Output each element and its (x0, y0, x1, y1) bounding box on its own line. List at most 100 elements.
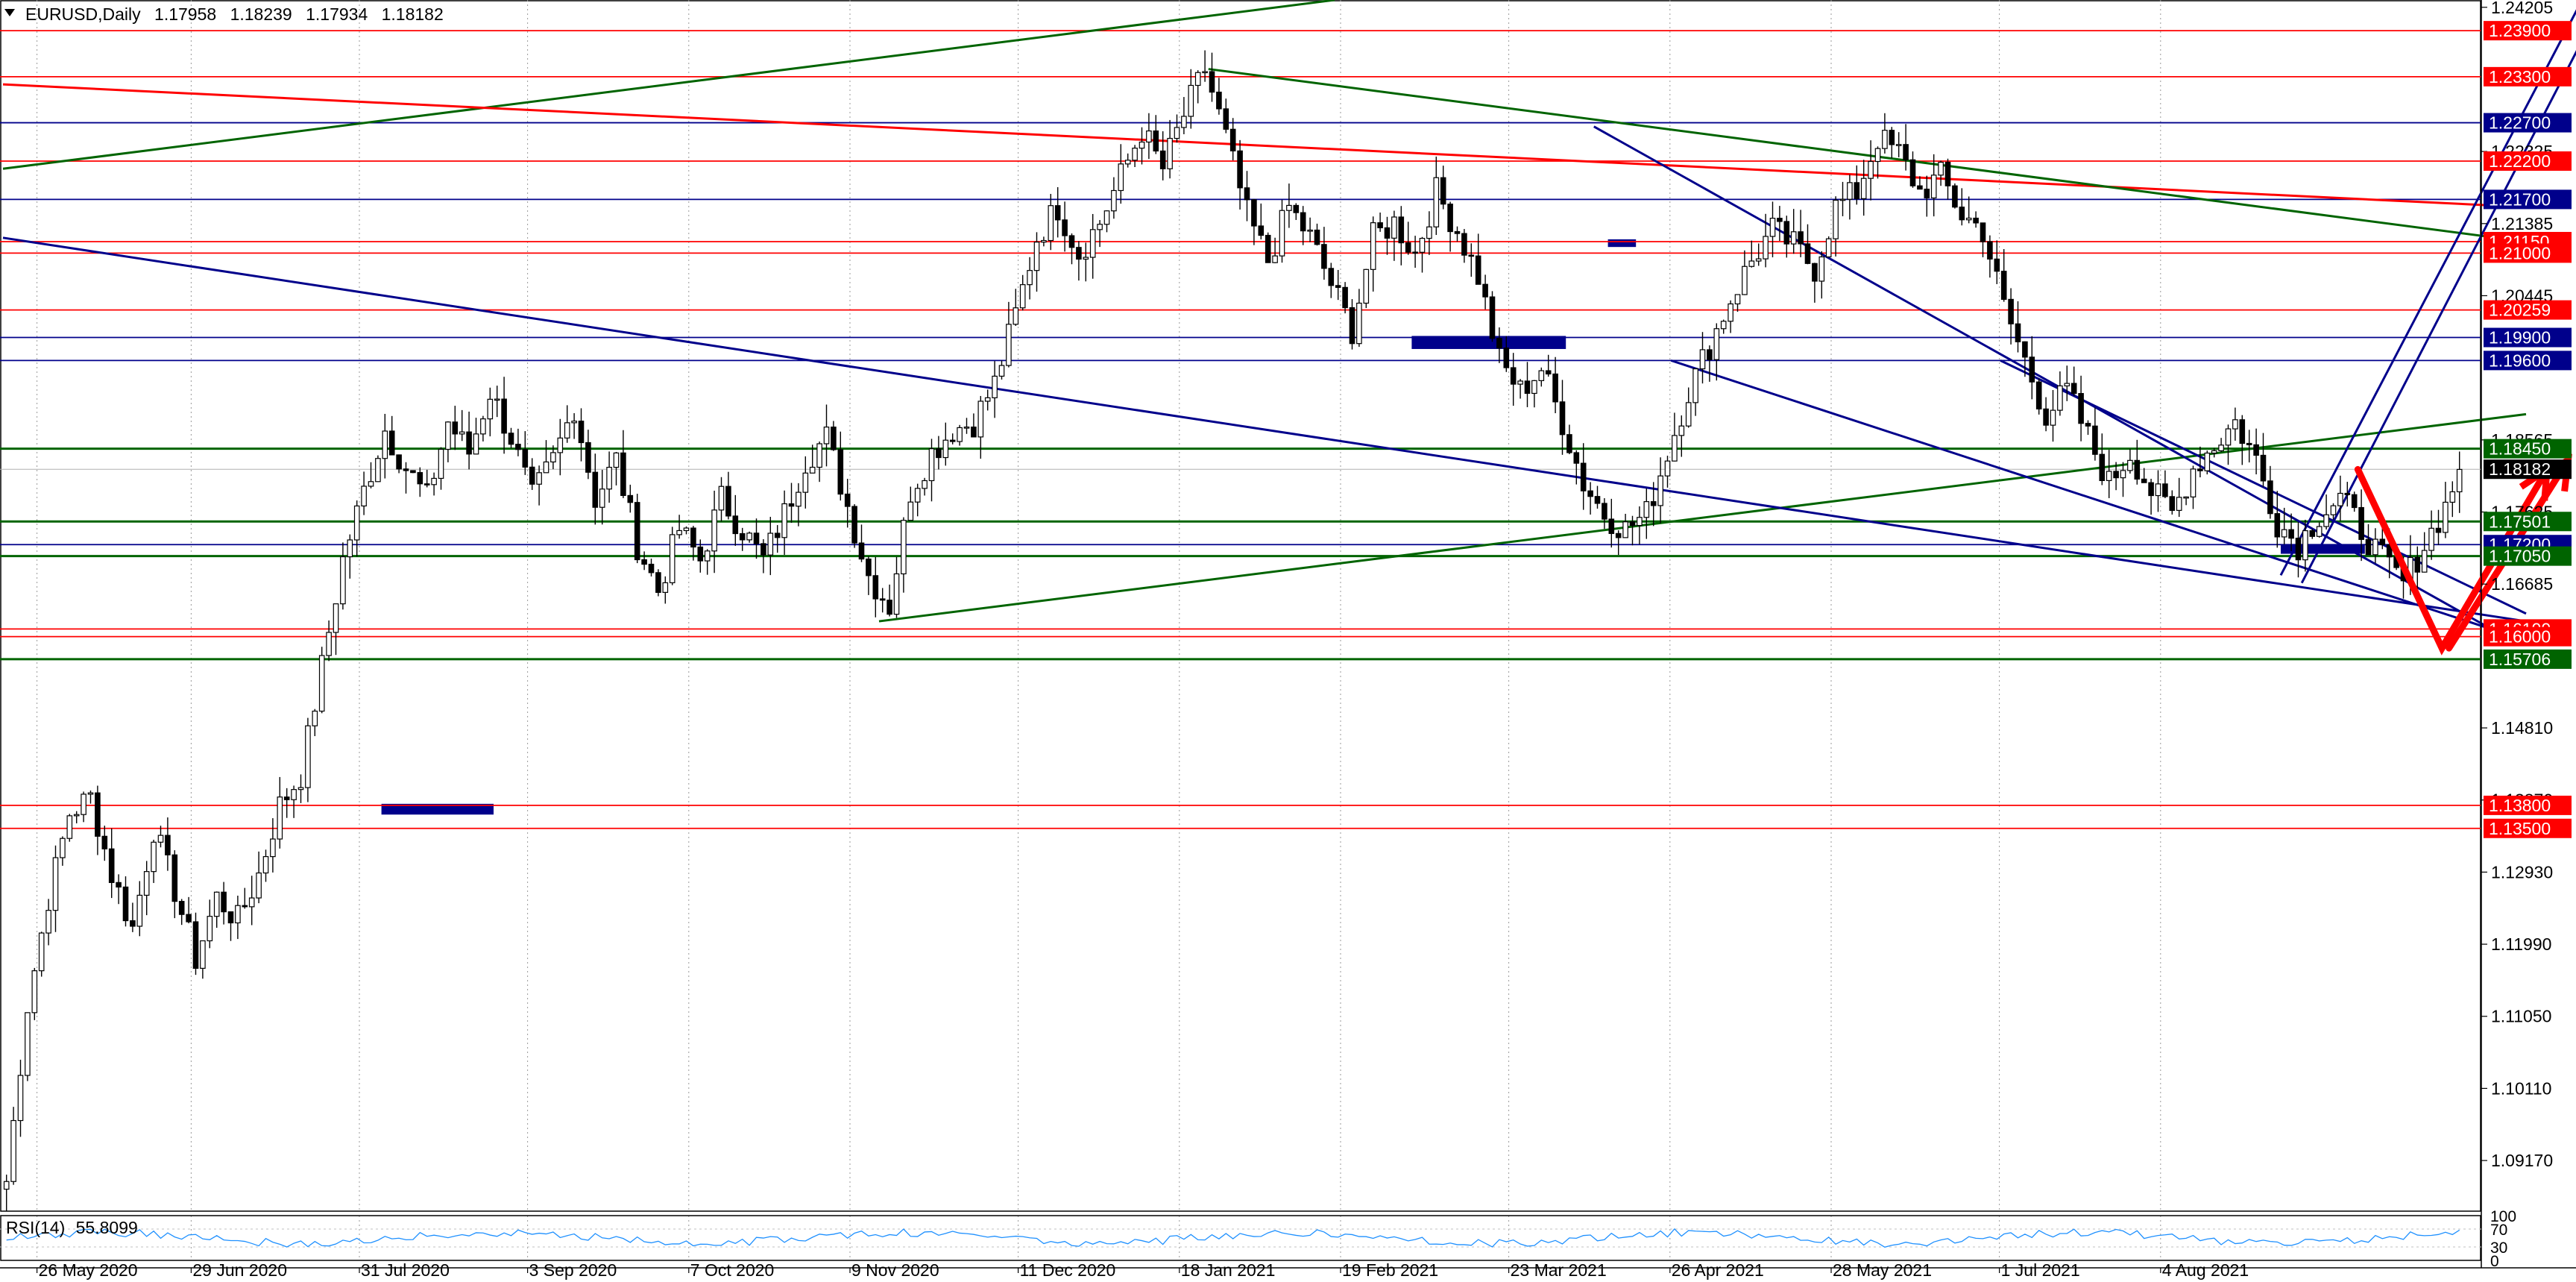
trendline (1593, 125, 2506, 638)
candle-body (732, 515, 739, 535)
candles (3, 50, 2463, 1211)
candle-body (1587, 490, 1593, 497)
candle-body (438, 448, 444, 480)
candle-body (1216, 91, 1222, 110)
level-tag-text: 1.22200 (2489, 151, 2551, 171)
candle-body (2456, 468, 2463, 493)
candle-body (1965, 217, 1972, 221)
candle-body (361, 486, 367, 507)
candle-body (2015, 323, 2021, 342)
candle-body (2120, 470, 2126, 479)
level-price-tag: 1.17050 (2484, 546, 2572, 566)
price-tick-label: 1.09170 (2491, 1151, 2553, 1170)
candle-body (1265, 234, 1271, 263)
candle-body (893, 573, 900, 615)
level-price-tag: 1.15706 (2484, 649, 2572, 669)
candle-body (1356, 302, 1362, 345)
candle-body (781, 503, 787, 538)
candle-body (1580, 462, 1587, 491)
candle-body (1041, 239, 1047, 243)
candle-body (683, 527, 690, 532)
candle-body (2365, 538, 2372, 556)
candle-body (347, 539, 353, 558)
candle-body (1769, 218, 1776, 237)
candle-body (2064, 383, 2070, 387)
candle-body (417, 472, 423, 485)
time-tick-label: 7 Oct 2020 (690, 1260, 775, 1280)
candle-body (1019, 284, 1026, 309)
chart-menu-caret-icon[interactable] (4, 9, 15, 16)
candle-body (1839, 198, 1846, 201)
candle-body (536, 472, 542, 485)
candle-body (431, 477, 437, 486)
candle-body (2344, 492, 2351, 495)
candle-body (1251, 199, 1257, 227)
candle-body (529, 466, 535, 485)
trendline (2300, 50, 2576, 584)
candle-body (704, 550, 711, 562)
candle-body (2078, 393, 2084, 424)
candle-body (2029, 356, 2035, 383)
candle-body (767, 532, 774, 556)
candle-body (2141, 478, 2147, 483)
level-price-tag: 1.18450 (2484, 439, 2572, 459)
candle-body (2204, 452, 2211, 471)
candle-body (901, 520, 907, 575)
time-tick-label: 18 Jan 2021 (1181, 1260, 1276, 1280)
horizontal-levels[interactable] (0, 30, 2481, 829)
candle-body (396, 454, 402, 470)
time-tick-label: 9 Nov 2020 (851, 1260, 939, 1280)
candle-body (2246, 442, 2252, 445)
candle-body (1244, 187, 1250, 201)
price-tick-label: 1.21385 (2491, 214, 2553, 233)
trendlines[interactable] (2, 0, 2576, 642)
candle-body (907, 501, 914, 521)
candle-body (353, 505, 360, 541)
candle-body (466, 431, 472, 455)
level-tag-text: 1.20259 (2489, 301, 2551, 320)
candle-body (1798, 231, 1804, 245)
candle-body (914, 488, 921, 503)
candle-body (1174, 127, 1180, 139)
candle-body (1461, 233, 1467, 256)
candle-body (1167, 137, 1173, 169)
level-price-tag: 1.19900 (2484, 327, 2572, 348)
current-price-bg (2484, 459, 2572, 480)
candle-body (1874, 148, 1881, 163)
level-tag-text: 1.23900 (2489, 21, 2551, 40)
candle-body (2288, 529, 2294, 539)
candle-body (1279, 210, 1285, 257)
candle-body (1496, 338, 1502, 349)
trendline (2, 83, 2527, 209)
level-tag-text: 1.18450 (2489, 439, 2551, 459)
level-tag-bg (2484, 243, 2572, 263)
candle-body (1426, 226, 1432, 239)
candle-body (1594, 496, 1601, 504)
candle-body (866, 558, 872, 576)
candle-body (1692, 368, 1698, 403)
candle-body (2155, 483, 2161, 497)
candle-body (1748, 260, 1755, 267)
candle-body (522, 449, 529, 468)
candle-body (157, 835, 164, 843)
candle-body (1433, 177, 1440, 227)
candle-body (1783, 221, 1790, 245)
candle-body (1924, 189, 1930, 199)
price-tick-label: 1.10110 (2491, 1078, 2551, 1098)
candle-body (1440, 177, 1446, 205)
level-tag-text: 1.19900 (2489, 328, 2551, 348)
candle-body (207, 916, 213, 942)
candle-body (2008, 298, 2014, 324)
candle-body (2302, 530, 2308, 561)
candle-body (746, 532, 752, 541)
candle-body (45, 910, 51, 934)
candle-body (1713, 328, 1720, 360)
time-tick-label: 4 Aug 2021 (2162, 1260, 2249, 1280)
candle-body (1790, 231, 1797, 245)
candle-body (998, 365, 1005, 377)
price-labels: 1.239001.233001.227001.222001.217001.211… (2484, 21, 2572, 838)
rsi-scale-label: 100 (2490, 1208, 2516, 1225)
